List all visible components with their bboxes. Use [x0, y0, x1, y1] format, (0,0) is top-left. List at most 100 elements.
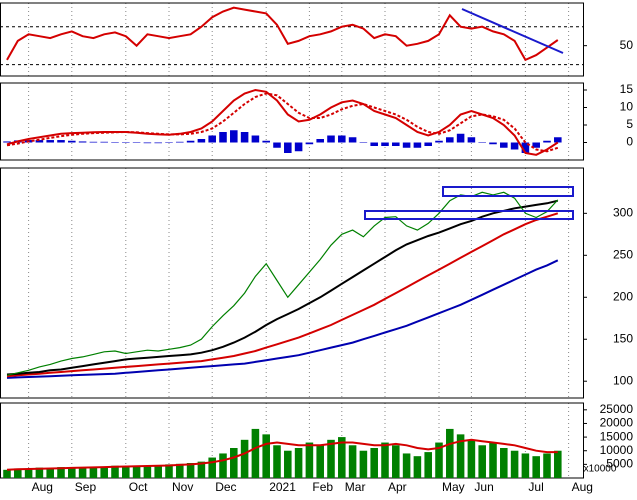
bar [251, 428, 260, 478]
bar [46, 140, 54, 143]
bar [262, 434, 270, 478]
bar [230, 448, 238, 478]
bar [208, 135, 216, 143]
bar [186, 463, 195, 478]
bar [489, 442, 497, 478]
bar [489, 142, 497, 145]
bar [273, 445, 281, 478]
bar [510, 142, 519, 150]
bar [294, 142, 303, 152]
bar [122, 467, 130, 478]
bar [510, 450, 519, 478]
x-tick-label: 2021 [269, 480, 296, 494]
trend-line [461, 8, 564, 54]
bar [413, 456, 422, 478]
bar [154, 142, 162, 144]
y-tick-label: 50 [620, 38, 634, 52]
resistance-box [442, 186, 574, 197]
bar [435, 140, 443, 143]
bar [446, 137, 454, 143]
bar [240, 439, 249, 478]
bar [327, 135, 335, 143]
bar [554, 137, 562, 143]
bar [46, 468, 54, 478]
y-tick-label: 25000 [600, 402, 634, 416]
bar [478, 142, 486, 143]
bar [111, 465, 119, 478]
bar [3, 141, 11, 143]
y-tick-label: 20000 [600, 416, 634, 430]
bar [35, 140, 44, 143]
bar [467, 439, 476, 478]
y-tick-label: 15000 [600, 429, 634, 443]
bar [284, 450, 292, 478]
x-tick-label: Dec [215, 480, 236, 494]
bar [35, 467, 44, 478]
bar [186, 140, 195, 143]
series-line [6, 88, 559, 156]
bar [132, 466, 141, 478]
x-tick-label: Nov [172, 480, 193, 494]
series-line [6, 6, 559, 62]
y-tick-label: 200 [613, 289, 633, 303]
y-tick-label: 15 [620, 82, 634, 96]
y-tick-label: 5000 [606, 457, 633, 471]
bar [500, 142, 508, 148]
bar [230, 130, 238, 143]
y-tick-label: 300 [613, 206, 633, 220]
bar [89, 141, 98, 143]
x-tick-label: Apr [388, 480, 407, 494]
bar [100, 141, 108, 143]
bar [122, 142, 130, 143]
bar [327, 439, 335, 478]
bar [435, 442, 443, 478]
support-box [364, 210, 574, 220]
bar [532, 142, 540, 148]
bar [446, 428, 454, 478]
bar [478, 445, 486, 478]
bar [165, 464, 173, 478]
bar [424, 452, 432, 478]
bar [3, 469, 11, 478]
bar [370, 142, 378, 146]
bar [348, 137, 357, 143]
bar [89, 466, 98, 478]
y-tick-label: 5 [626, 117, 633, 131]
bar [165, 142, 173, 143]
bar [273, 142, 281, 148]
bar [197, 461, 206, 478]
bar [338, 135, 346, 143]
y-tick-label: 10000 [600, 443, 634, 457]
x-tick-label: Oct [129, 480, 148, 494]
bar [78, 467, 87, 478]
bar [100, 467, 108, 478]
bar [554, 450, 562, 478]
bar [208, 457, 216, 478]
bar [500, 448, 508, 478]
x-tick-label: Jun [474, 480, 493, 494]
bar [402, 453, 411, 478]
bar [532, 456, 540, 478]
bar [316, 139, 324, 143]
bar [68, 140, 76, 143]
bar [424, 142, 432, 146]
panel-frame [0, 82, 584, 161]
bar [262, 140, 270, 143]
y-tick-label: 250 [613, 247, 633, 261]
series-line [6, 199, 559, 376]
series-line [6, 92, 559, 153]
bar [521, 142, 530, 153]
bar [348, 445, 357, 478]
bar [143, 142, 152, 144]
bar [456, 133, 465, 143]
bar [111, 142, 119, 143]
bar [456, 434, 465, 478]
bar [370, 448, 378, 478]
x-tick-label: Sep [75, 480, 97, 494]
panel-frame [0, 402, 584, 479]
bar [359, 142, 368, 143]
panel-frame [0, 2, 584, 77]
bar [143, 465, 152, 478]
bar [294, 448, 303, 478]
